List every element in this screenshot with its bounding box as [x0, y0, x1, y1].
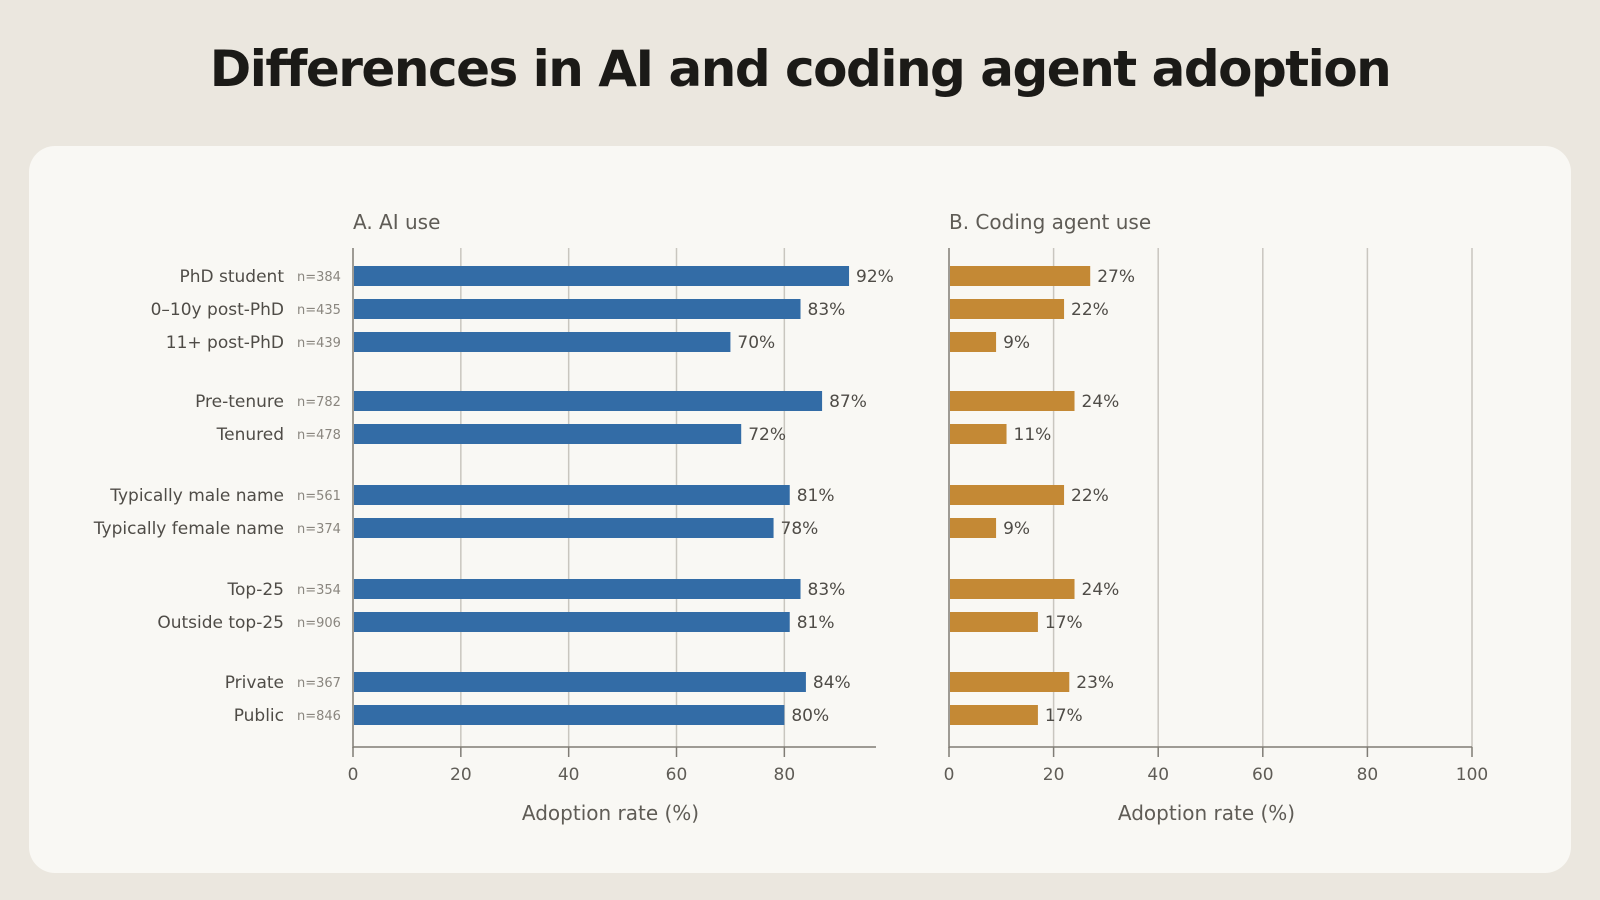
bar-value-label: 17% — [1045, 613, 1083, 633]
category-label: Top-25 — [227, 580, 284, 600]
bar-value-label: 23% — [1076, 673, 1114, 693]
x-tick-label: 60 — [1252, 765, 1274, 785]
x-axis-label: Adoption rate (%) — [522, 801, 699, 825]
x-tick-label: 0 — [944, 765, 955, 785]
panel-title: A. AI use — [353, 210, 440, 234]
bar — [354, 299, 801, 319]
bar-value-label: 9% — [1003, 333, 1030, 353]
x-axis-label: Adoption rate (%) — [1118, 801, 1295, 825]
bar-value-label: 92% — [856, 267, 894, 287]
bar-value-label: 9% — [1003, 519, 1030, 539]
bar-value-label: 84% — [813, 673, 851, 693]
x-tick-label: 80 — [774, 765, 796, 785]
category-label: 0–10y post-PhD — [151, 300, 284, 320]
bar — [354, 612, 790, 632]
bar — [950, 485, 1065, 505]
bar — [354, 579, 801, 599]
sample-size-label: n=906 — [297, 616, 341, 631]
category-label: 11+ post-PhD — [166, 333, 284, 353]
bar-value-label: 81% — [797, 613, 835, 633]
sample-size-label: n=782 — [297, 395, 341, 410]
bar-value-label: 78% — [781, 519, 819, 539]
bar — [950, 705, 1038, 725]
bar — [950, 579, 1075, 599]
category-label: Pre-tenure — [195, 392, 284, 412]
sample-size-label: n=478 — [297, 428, 341, 443]
bar — [354, 485, 790, 505]
bar-value-label: 83% — [808, 580, 846, 600]
category-label: Tenured — [216, 425, 284, 445]
category-label: Private — [225, 673, 284, 693]
sample-size-label: n=846 — [297, 709, 341, 724]
sample-size-label: n=384 — [297, 270, 341, 285]
bar — [354, 672, 806, 692]
bar — [950, 424, 1007, 444]
page-title: Differences in AI and coding agent adopt… — [209, 40, 1392, 98]
bar-value-label: 24% — [1082, 392, 1120, 412]
x-tick-label: 0 — [348, 765, 359, 785]
x-tick-label: 40 — [1147, 765, 1169, 785]
bar — [354, 266, 850, 286]
bar — [950, 266, 1091, 286]
bar — [950, 391, 1075, 411]
sample-size-label: n=561 — [297, 489, 341, 504]
bar-value-label: 11% — [1014, 425, 1052, 445]
panel-title: B. Coding agent use — [949, 210, 1151, 234]
bar — [950, 299, 1065, 319]
category-label: Public — [234, 706, 284, 726]
bar-value-label: 27% — [1097, 267, 1135, 287]
x-tick-label: 20 — [1043, 765, 1065, 785]
bar — [950, 332, 997, 352]
bar — [950, 612, 1038, 632]
category-label: Typically female name — [93, 519, 284, 539]
category-label: PhD student — [179, 267, 284, 287]
bar — [354, 391, 823, 411]
bar — [354, 705, 785, 725]
sample-size-label: n=439 — [297, 336, 341, 351]
bar-value-label: 87% — [829, 392, 867, 412]
bar — [354, 424, 742, 444]
sample-size-label: n=354 — [297, 583, 341, 598]
category-label: Typically male name — [109, 486, 284, 506]
bar-value-label: 81% — [797, 486, 835, 506]
x-tick-label: 100 — [1456, 765, 1488, 785]
category-label: Outside top-25 — [157, 613, 284, 633]
sample-size-label: n=435 — [297, 303, 341, 318]
bar — [950, 518, 997, 538]
bar-value-label: 17% — [1045, 706, 1083, 726]
bar — [354, 518, 774, 538]
bar-value-label: 22% — [1071, 486, 1109, 506]
bar-value-label: 72% — [748, 425, 786, 445]
sample-size-label: n=374 — [297, 522, 341, 537]
x-tick-label: 20 — [450, 765, 472, 785]
bar — [354, 332, 731, 352]
bar-value-label: 83% — [808, 300, 846, 320]
x-tick-label: 80 — [1357, 765, 1379, 785]
x-tick-label: 60 — [666, 765, 688, 785]
bar-value-label: 70% — [737, 333, 775, 353]
bar — [950, 672, 1070, 692]
bar-value-label: 22% — [1071, 300, 1109, 320]
bar-value-label: 24% — [1082, 580, 1120, 600]
bar-value-label: 80% — [791, 706, 829, 726]
x-tick-label: 40 — [558, 765, 580, 785]
sample-size-label: n=367 — [297, 676, 341, 691]
